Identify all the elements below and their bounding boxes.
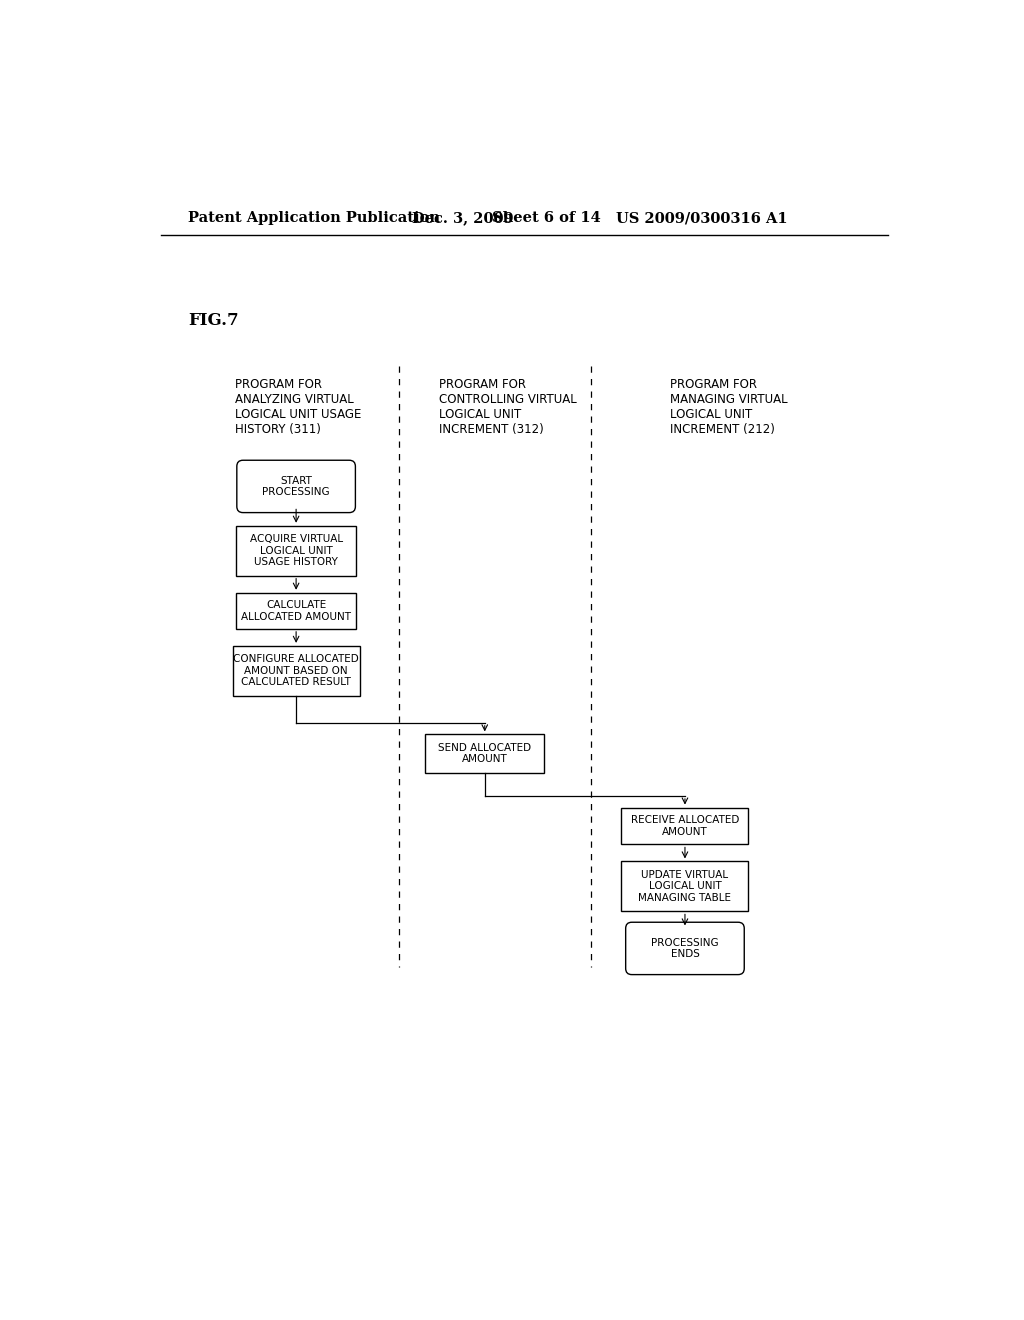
Text: PROGRAM FOR
MANAGING VIRTUAL
LOGICAL UNIT
INCREMENT (212): PROGRAM FOR MANAGING VIRTUAL LOGICAL UNI… [670, 378, 787, 436]
Text: US 2009/0300316 A1: US 2009/0300316 A1 [615, 211, 787, 226]
Text: RECEIVE ALLOCATED
AMOUNT: RECEIVE ALLOCATED AMOUNT [631, 816, 739, 837]
Text: Sheet 6 of 14: Sheet 6 of 14 [493, 211, 601, 226]
FancyBboxPatch shape [622, 862, 749, 911]
Text: SEND ALLOCATED
AMOUNT: SEND ALLOCATED AMOUNT [438, 743, 531, 764]
Text: FIG.7: FIG.7 [188, 312, 239, 329]
FancyBboxPatch shape [622, 808, 749, 845]
Text: UPDATE VIRTUAL
LOGICAL UNIT
MANAGING TABLE: UPDATE VIRTUAL LOGICAL UNIT MANAGING TAB… [638, 870, 731, 903]
Text: Dec. 3, 2009: Dec. 3, 2009 [412, 211, 513, 226]
Text: CONFIGURE ALLOCATED
AMOUNT BASED ON
CALCULATED RESULT: CONFIGURE ALLOCATED AMOUNT BASED ON CALC… [233, 655, 359, 688]
Text: ACQUIRE VIRTUAL
LOGICAL UNIT
USAGE HISTORY: ACQUIRE VIRTUAL LOGICAL UNIT USAGE HISTO… [250, 535, 343, 568]
FancyBboxPatch shape [237, 593, 355, 628]
Text: Patent Application Publication: Patent Application Publication [188, 211, 440, 226]
FancyBboxPatch shape [232, 645, 359, 696]
Text: PROCESSING
ENDS: PROCESSING ENDS [651, 937, 719, 960]
Text: PROGRAM FOR
ANALYZING VIRTUAL
LOGICAL UNIT USAGE
HISTORY (311): PROGRAM FOR ANALYZING VIRTUAL LOGICAL UN… [234, 378, 360, 436]
Text: PROGRAM FOR
CONTROLLING VIRTUAL
LOGICAL UNIT
INCREMENT (312): PROGRAM FOR CONTROLLING VIRTUAL LOGICAL … [438, 378, 577, 436]
Text: CALCULATE
ALLOCATED AMOUNT: CALCULATE ALLOCATED AMOUNT [241, 601, 351, 622]
FancyBboxPatch shape [626, 923, 744, 974]
Text: START
PROCESSING: START PROCESSING [262, 475, 330, 498]
FancyBboxPatch shape [237, 525, 355, 576]
FancyBboxPatch shape [237, 461, 355, 512]
FancyBboxPatch shape [425, 734, 545, 774]
